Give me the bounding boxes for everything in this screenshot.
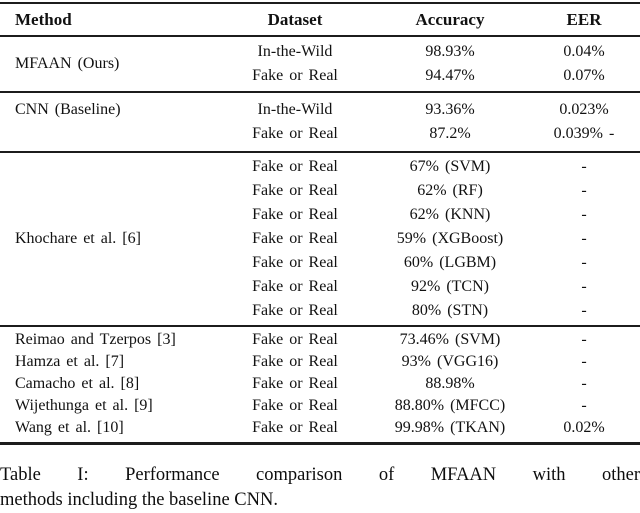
accuracy-cell: 59% (XGBoost)	[396, 230, 504, 247]
method-cell: Khochare et al. [6]	[15, 230, 141, 247]
table-row: Fake or Real 80% (STN) -	[218, 299, 640, 323]
eer-cell: -	[581, 375, 587, 392]
dataset-cell: Fake or Real	[252, 331, 338, 348]
accuracy-cell: 93.36%	[425, 101, 475, 118]
group-cnn-baseline: CNN (Baseline) In-the-Wild 93.36% 0.023%…	[0, 93, 640, 151]
eer-cell: -	[581, 158, 587, 175]
accuracy-cell: 80% (STN)	[411, 302, 489, 319]
col-header-eer: EER	[566, 10, 602, 29]
dataset-cell: Fake or Real	[252, 254, 338, 271]
eer-cell: 0.02%	[563, 419, 605, 436]
results-table: Method Dataset Accuracy EER MFAAN (Ours)…	[0, 2, 640, 445]
table-caption: Table I: Performance comparison of MFAAN…	[0, 463, 640, 513]
table-row: Hamza et al. [7] Fake or Real 93% (VGG16…	[0, 351, 640, 373]
group-rows: Fake or Real 67% (SVM) - Fake or Real 62…	[218, 155, 640, 323]
group-rows: In-the-Wild 98.93% 0.04% Fake or Real 94…	[218, 40, 640, 88]
eer-cell: 0.04%	[563, 43, 605, 60]
caption-line-2: methods including the baseline CNN.	[0, 490, 278, 510]
dataset-cell: Fake or Real	[252, 397, 338, 414]
dataset-cell: Fake or Real	[252, 206, 338, 223]
table-bottom-rule	[0, 442, 640, 445]
accuracy-cell: 88.98%	[425, 375, 475, 392]
eer-cell: 0.039% -	[553, 125, 615, 142]
group-khochare: Khochare et al. [6] Fake or Real 67% (SV…	[0, 153, 640, 325]
table-row: Fake or Real 94.47% 0.07%	[218, 64, 640, 88]
table-row: Fake or Real 87.2% 0.039% -	[218, 122, 640, 146]
accuracy-cell: 60% (LGBM)	[403, 254, 497, 271]
dataset-cell: In-the-Wild	[257, 43, 333, 60]
accuracy-cell: 88.80% (MFCC)	[394, 397, 506, 414]
group-single-row-methods: Reimao and Tzerpos [3] Fake or Real 73.4…	[0, 327, 640, 442]
eer-cell: -	[581, 254, 587, 271]
header-separator-rule	[0, 35, 640, 37]
method-cell: Wang et al. [10]	[15, 419, 124, 436]
table-row: In-the-Wild 98.93% 0.04%	[218, 40, 640, 64]
eer-cell: -	[581, 278, 587, 295]
table-top-rule	[0, 2, 640, 4]
col-header-method: Method	[15, 10, 72, 29]
dataset-cell: Fake or Real	[252, 302, 338, 319]
table-row: Camacho et al. [8] Fake or Real 88.98% -	[0, 373, 640, 395]
dataset-cell: Fake or Real	[252, 182, 338, 199]
eer-cell: 0.07%	[563, 67, 605, 84]
table-row: Fake or Real 62% (KNN) -	[218, 203, 640, 227]
method-cell: Wijethunga et al. [9]	[15, 397, 153, 414]
accuracy-cell: 73.46% (SVM)	[399, 331, 501, 348]
eer-cell: -	[581, 302, 587, 319]
eer-cell: -	[581, 182, 587, 199]
dataset-cell: Fake or Real	[252, 419, 338, 436]
method-cell: CNN (Baseline)	[15, 101, 121, 118]
accuracy-cell: 87.2%	[429, 125, 471, 142]
table-row: Fake or Real 59% (XGBoost) -	[218, 227, 640, 251]
table-row: Fake or Real 92% (TCN) -	[218, 275, 640, 299]
group-mfaan: MFAAN (Ours) In-the-Wild 98.93% 0.04% Fa…	[0, 37, 640, 91]
group-rows: In-the-Wild 93.36% 0.023% Fake or Real 8…	[218, 98, 640, 146]
table-row: In-the-Wild 93.36% 0.023%	[218, 98, 640, 122]
dataset-cell: Fake or Real	[252, 278, 338, 295]
method-cell: Camacho et al. [8]	[15, 375, 140, 392]
method-cell: MFAAN (Ours)	[15, 55, 120, 72]
eer-cell: -	[581, 353, 587, 370]
method-cell: Reimao and Tzerpos [3]	[15, 331, 176, 348]
accuracy-cell: 67% (SVM)	[409, 158, 491, 175]
accuracy-cell: 62% (KNN)	[409, 206, 491, 223]
table-row: Reimao and Tzerpos [3] Fake or Real 73.4…	[0, 329, 640, 351]
eer-cell: -	[581, 331, 587, 348]
group-separator-rule	[0, 151, 640, 153]
method-cell: Hamza et al. [7]	[15, 353, 125, 370]
accuracy-cell: 94.47%	[425, 67, 475, 84]
dataset-cell: Fake or Real	[252, 375, 338, 392]
table-row: Fake or Real 62% (RF) -	[218, 179, 640, 203]
eer-cell: -	[581, 206, 587, 223]
col-header-accuracy: Accuracy	[415, 10, 485, 29]
accuracy-cell: 98.93%	[425, 43, 475, 60]
caption-line-1: Table I: Performance comparison of MFAAN…	[0, 465, 640, 485]
eer-cell: -	[581, 230, 587, 247]
dataset-cell: Fake or Real	[252, 230, 338, 247]
dataset-cell: Fake or Real	[252, 353, 338, 370]
accuracy-cell: 93% (VGG16)	[401, 353, 499, 370]
table-row: Fake or Real 60% (LGBM) -	[218, 251, 640, 275]
dataset-cell: Fake or Real	[252, 67, 338, 84]
table-row: Wang et al. [10] Fake or Real 99.98% (TK…	[0, 417, 640, 439]
dataset-cell: Fake or Real	[252, 125, 338, 142]
accuracy-cell: 62% (RF)	[417, 182, 483, 199]
group-separator-rule	[0, 91, 640, 93]
eer-cell: 0.023%	[559, 101, 609, 118]
dataset-cell: In-the-Wild	[257, 101, 333, 118]
dataset-cell: Fake or Real	[252, 158, 338, 175]
group-separator-rule	[0, 325, 640, 327]
table-header-row: Method Dataset Accuracy EER	[0, 4, 640, 35]
table-row: Fake or Real 67% (SVM) -	[218, 155, 640, 179]
col-header-dataset: Dataset	[267, 10, 323, 29]
accuracy-cell: 99.98% (TKAN)	[394, 419, 506, 436]
accuracy-cell: 92% (TCN)	[411, 278, 489, 295]
eer-cell: -	[581, 397, 587, 414]
table-row: Wijethunga et al. [9] Fake or Real 88.80…	[0, 395, 640, 417]
